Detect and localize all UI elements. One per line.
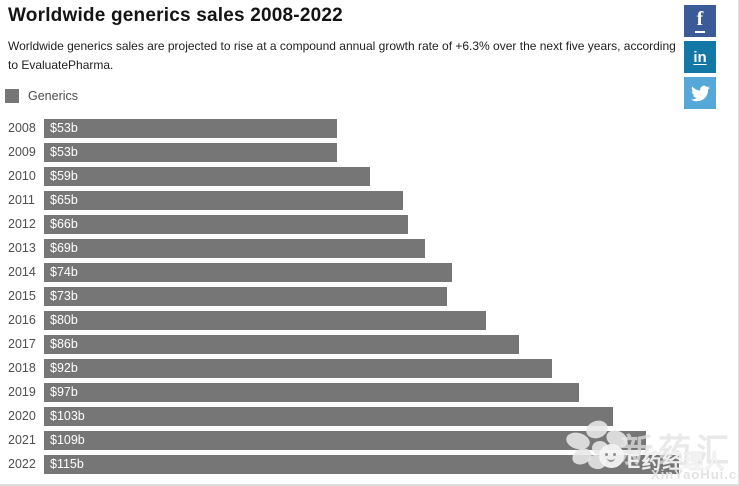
bar-value-label: $73b <box>50 289 78 303</box>
chart-row: 2016 $80b <box>0 308 738 332</box>
facebook-icon: f <box>694 9 706 33</box>
page-title: Worldwide generics sales 2008-2022 <box>8 5 343 26</box>
bar-2013: $69b <box>44 238 425 258</box>
chart-row: 2017 $86b <box>0 332 738 356</box>
bar-value-label: $80b <box>50 313 78 327</box>
bar-value-label: $115b <box>50 457 84 471</box>
twitter-bird-icon <box>690 85 710 101</box>
year-tick-label: 2018 <box>8 361 36 375</box>
chart-row: 2014 $74b <box>0 260 738 284</box>
bar-chart: 2008 $53b 2009 $53b 2010 $59b 2011 $65b 2012 $66b… <box>0 116 738 476</box>
bar-value-label: $66b <box>50 217 78 231</box>
year-tick-label: 2019 <box>8 385 36 399</box>
year-tick-label: 2016 <box>8 313 36 327</box>
chart-row: 2010 $59b <box>0 164 738 188</box>
bar-2022: $115b <box>44 454 679 474</box>
legend-label: Generics <box>28 89 79 103</box>
year-tick-label: 2015 <box>8 289 36 303</box>
year-tick-label: 2008 <box>8 121 36 135</box>
chart-row: 2020 $103b <box>0 404 738 428</box>
linkedin-icon: in <box>693 48 707 66</box>
year-tick-label: 2020 <box>8 409 36 423</box>
chart-row: 2018 $92b <box>0 356 738 380</box>
twitter-share-button[interactable] <box>684 77 716 109</box>
bar-2011: $65b <box>44 190 403 210</box>
year-tick-label: 2010 <box>8 169 36 183</box>
facebook-share-button[interactable]: f <box>684 5 716 37</box>
chart-row: 2022 $115b <box>0 452 738 476</box>
linkedin-share-button[interactable]: in <box>684 41 716 73</box>
share-buttons: f in <box>684 5 716 109</box>
bar-2008: $53b <box>44 118 337 138</box>
legend: Generics <box>5 89 738 103</box>
bar-2012: $66b <box>44 214 408 234</box>
bar-value-label: $69b <box>50 241 78 255</box>
bar-2019: $97b <box>44 382 579 402</box>
bar-value-label: $103b <box>50 409 85 423</box>
bar-2017: $86b <box>44 334 519 354</box>
bar-value-label: $97b <box>50 385 78 399</box>
bar-2010: $59b <box>44 166 370 186</box>
year-tick-label: 2021 <box>8 433 36 447</box>
bar-value-label: $86b <box>50 337 78 351</box>
bar-value-label: $53b <box>50 121 78 135</box>
bar-2009: $53b <box>44 142 337 162</box>
bar-2016: $80b <box>44 310 486 330</box>
chart-row: 2019 $97b <box>0 380 738 404</box>
bar-value-label: $109b <box>50 433 85 447</box>
bar-2015: $73b <box>44 286 447 306</box>
chart-row: 2015 $73b <box>0 284 738 308</box>
bar-value-label: $59b <box>50 169 78 183</box>
chart-row: 2009 $53b <box>0 140 738 164</box>
bar-2020: $103b <box>44 406 613 426</box>
bar-value-label: $65b <box>50 193 78 207</box>
chart-row: 2011 $65b <box>0 188 738 212</box>
year-tick-label: 2013 <box>8 241 36 255</box>
chart-row: 2021 $109b <box>0 428 738 452</box>
bar-2018: $92b <box>44 358 552 378</box>
legend-swatch <box>5 89 19 103</box>
year-tick-label: 2009 <box>8 145 36 159</box>
chart-row: 2008 $53b <box>0 116 738 140</box>
bar-value-label: $53b <box>50 145 78 159</box>
bar-value-label: $74b <box>50 265 78 279</box>
chart-row: 2012 $66b <box>0 212 738 236</box>
bar-2021: $109b <box>44 430 646 450</box>
year-tick-label: 2012 <box>8 217 36 231</box>
chart-subtitle: Worldwide generics sales are projected t… <box>8 39 676 72</box>
bar-2014: $74b <box>44 262 452 282</box>
bar-value-label: $92b <box>50 361 78 375</box>
year-tick-label: 2014 <box>8 265 36 279</box>
year-tick-label: 2017 <box>8 337 36 351</box>
chart-row: 2013 $69b <box>0 236 738 260</box>
year-tick-label: 2011 <box>8 193 35 207</box>
year-tick-label: 2022 <box>8 457 36 471</box>
